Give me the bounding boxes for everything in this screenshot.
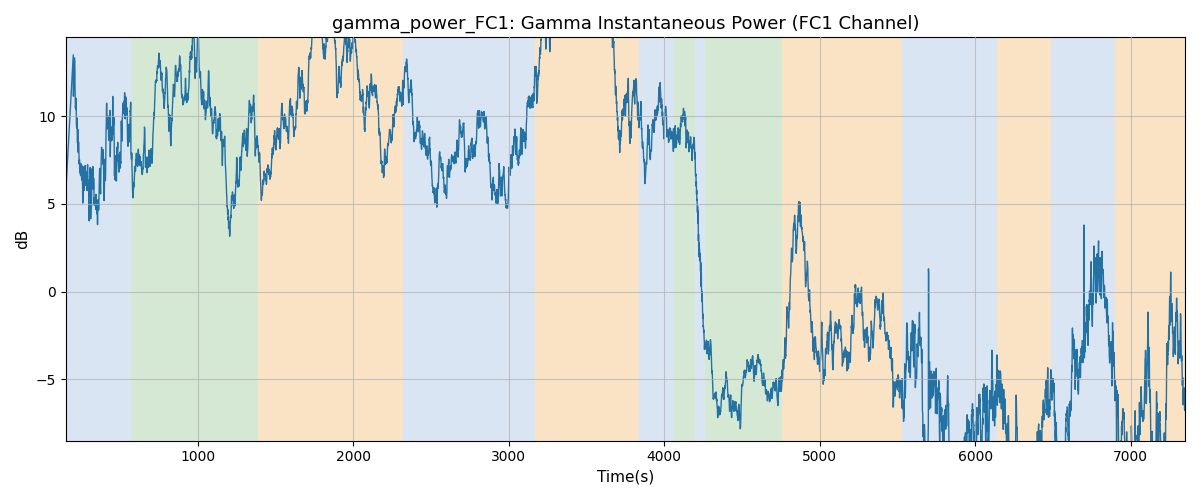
X-axis label: Time(s): Time(s) (596, 470, 654, 485)
Bar (997, 38, 1051, 440)
Bar (704, 38, 782, 440)
Bar (258, 38, 403, 440)
Y-axis label: dB: dB (16, 229, 30, 249)
Bar (131, 38, 258, 440)
Bar (782, 38, 902, 440)
Bar (902, 38, 997, 440)
Bar (695, 38, 704, 440)
Bar (403, 38, 535, 440)
Bar (1115, 38, 1186, 440)
Bar (535, 38, 640, 440)
Bar (673, 38, 695, 440)
Title: gamma_power_FC1: Gamma Instantaneous Power (FC1 Channel): gamma_power_FC1: Gamma Instantaneous Pow… (331, 15, 919, 34)
Bar (66, 38, 131, 440)
Bar (1051, 38, 1115, 440)
Bar (640, 38, 673, 440)
